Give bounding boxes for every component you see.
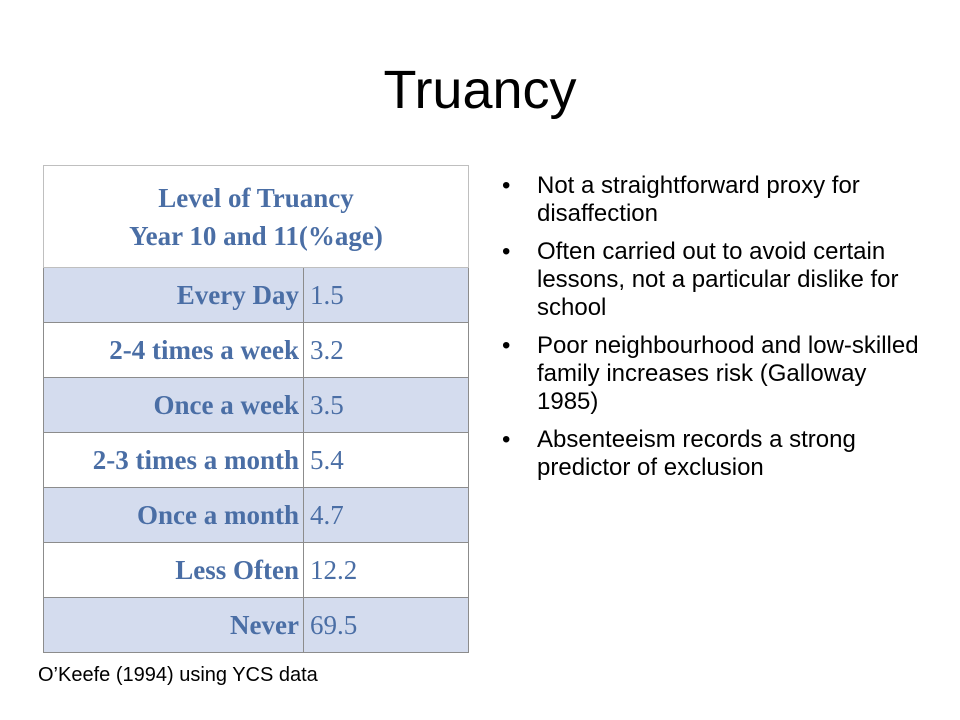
truancy-table-container: Level of Truancy Year 10 and 11(%age) Ev… [43, 165, 469, 653]
bullet-text: Poor neighbourhood and low-skilled famil… [537, 332, 919, 415]
table-header-title: Level of Truancy [158, 182, 354, 213]
bullet-item: • Absenteeism records a strong predictor… [500, 426, 920, 482]
table-row: Less Often 12.2 [43, 542, 469, 598]
table-row: 2-3 times a month 5.4 [43, 432, 469, 488]
table-row: 2-4 times a week 3.2 [43, 322, 469, 378]
slide-title: Truancy [383, 60, 577, 120]
bullet-item: • Often carried out to avoid certain les… [500, 238, 920, 322]
table-header: Level of Truancy Year 10 and 11(%age) [43, 165, 469, 268]
bullet-dot-icon: • [502, 332, 511, 359]
row-value: 1.5 [303, 267, 469, 323]
bullet-item: • Not a straightforward proxy for disaff… [500, 172, 920, 228]
row-value: 3.2 [303, 322, 469, 378]
row-label: Less Often [43, 542, 304, 598]
table-header-subtitle: Year 10 and 11(%age) [129, 220, 383, 251]
bullet-dot-icon: • [502, 172, 511, 199]
row-label: Once a week [43, 377, 304, 433]
row-label: 2-4 times a week [43, 322, 304, 378]
table-row: Never 69.5 [43, 597, 469, 653]
bullet-list: • Not a straightforward proxy for disaff… [500, 172, 920, 492]
row-value: 4.7 [303, 487, 469, 543]
row-value: 3.5 [303, 377, 469, 433]
bullet-text: Absenteeism records a strong predictor o… [537, 426, 856, 481]
bullet-text: Not a straightforward proxy for disaffec… [537, 172, 860, 227]
row-label: Once a month [43, 487, 304, 543]
source-note: O’Keefe (1994) using YCS data [38, 664, 318, 686]
row-label: Never [43, 597, 304, 653]
row-value: 69.5 [303, 597, 469, 653]
bullet-dot-icon: • [502, 426, 511, 453]
table-header-row: Level of Truancy Year 10 and 11(%age) [43, 165, 469, 268]
table-row: Once a week 3.5 [43, 377, 469, 433]
bullet-item: • Poor neighbourhood and low-skilled fam… [500, 332, 920, 416]
bullet-dot-icon: • [502, 238, 511, 265]
bullet-text: Often carried out to avoid certain lesso… [537, 238, 899, 321]
table-row: Once a month 4.7 [43, 487, 469, 543]
row-label: Every Day [43, 267, 304, 323]
row-value: 12.2 [303, 542, 469, 598]
row-value: 5.4 [303, 432, 469, 488]
row-label: 2-3 times a month [43, 432, 304, 488]
table-row: Every Day 1.5 [43, 267, 469, 323]
truancy-table: Level of Truancy Year 10 and 11(%age) Ev… [43, 165, 469, 653]
